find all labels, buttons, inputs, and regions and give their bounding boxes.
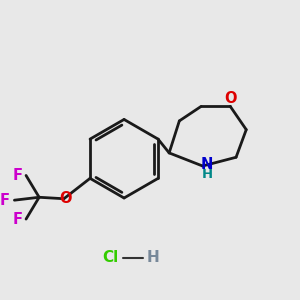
Text: F: F [0,193,10,208]
Text: O: O [59,191,72,206]
Text: O: O [224,91,236,106]
Text: Cl: Cl [102,250,118,265]
Text: F: F [13,168,23,183]
Text: N: N [201,157,213,172]
Text: H: H [146,250,159,265]
Text: H: H [201,168,212,181]
Text: F: F [13,212,23,226]
